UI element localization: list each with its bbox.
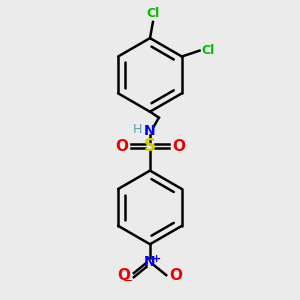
Text: +: +	[152, 254, 161, 264]
Text: −: −	[123, 275, 133, 288]
Text: H: H	[133, 123, 142, 136]
Text: O: O	[169, 268, 182, 283]
Text: O: O	[115, 139, 128, 154]
Text: O: O	[118, 268, 130, 283]
Text: Cl: Cl	[201, 44, 214, 57]
Text: N: N	[144, 255, 156, 269]
Text: S: S	[144, 137, 156, 155]
Text: Cl: Cl	[146, 8, 160, 20]
Text: N: N	[144, 124, 156, 138]
Text: O: O	[172, 139, 185, 154]
